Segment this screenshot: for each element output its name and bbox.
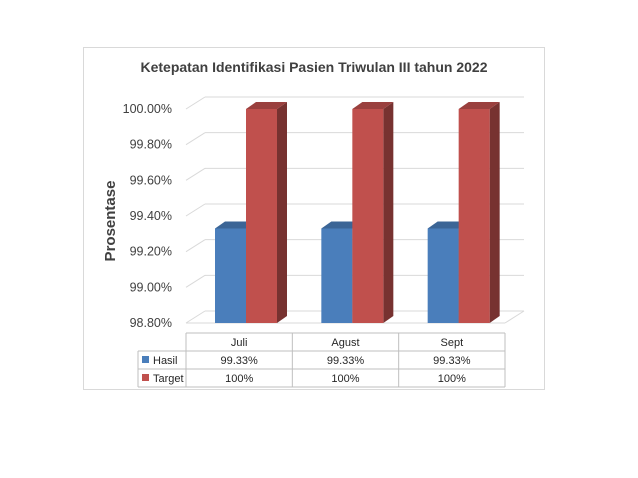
side-gridline [185, 203, 206, 217]
bar-target-side [489, 102, 500, 323]
legend-swatch-target [142, 374, 149, 381]
data-label: 99.33% [327, 355, 365, 367]
y-tick-label: 98.80% [130, 316, 172, 330]
y-tick-label: 99.00% [130, 280, 172, 294]
side-gridline [185, 167, 206, 181]
y-tick-label: 99.20% [130, 245, 172, 259]
data-label: 99.33% [221, 355, 259, 367]
bar-hasil-top [427, 221, 469, 229]
legend-swatch-hasil [142, 356, 149, 363]
bar-hasil [215, 228, 246, 323]
data-label: 99.33% [433, 355, 471, 367]
y-tick-label: 99.40% [130, 209, 172, 223]
x-tick-label: Juli [231, 337, 248, 349]
x-tick-label: Agust [331, 337, 359, 349]
side-gridline [185, 132, 206, 146]
side-gridline [185, 96, 206, 110]
floor-right-edge [504, 310, 525, 324]
bar-hasil-top [321, 221, 363, 229]
bar-hasil [321, 228, 353, 323]
side-gridline [185, 239, 206, 253]
legend-label: Hasil [153, 355, 177, 367]
data-label: 100% [438, 373, 466, 385]
x-tick-label: Sept [441, 337, 464, 349]
y-tick-label: 99.60% [130, 173, 172, 187]
bar-target-side [277, 102, 287, 323]
bar-target-top [246, 102, 287, 109]
bar-target-top [352, 102, 394, 109]
bar-target [458, 109, 490, 323]
side-gridline [185, 310, 206, 324]
legend-label: Target [153, 373, 184, 385]
data-label: 100% [225, 373, 253, 385]
side-gridline [185, 274, 206, 288]
bar-target-side [383, 102, 394, 323]
bar-hasil-top [215, 221, 256, 229]
bar-target-top [458, 102, 500, 109]
data-label: 100% [331, 373, 359, 385]
bar-target [246, 109, 277, 323]
chart-title: Ketepatan Identifikasi Pasien Triwulan I… [141, 59, 488, 75]
bar-target [352, 109, 384, 323]
y-axis-label: Prosentase [102, 181, 119, 262]
y-tick-label: 100.00% [123, 102, 172, 116]
y-tick-label: 99.80% [130, 138, 172, 152]
bar-hasil [427, 228, 459, 323]
